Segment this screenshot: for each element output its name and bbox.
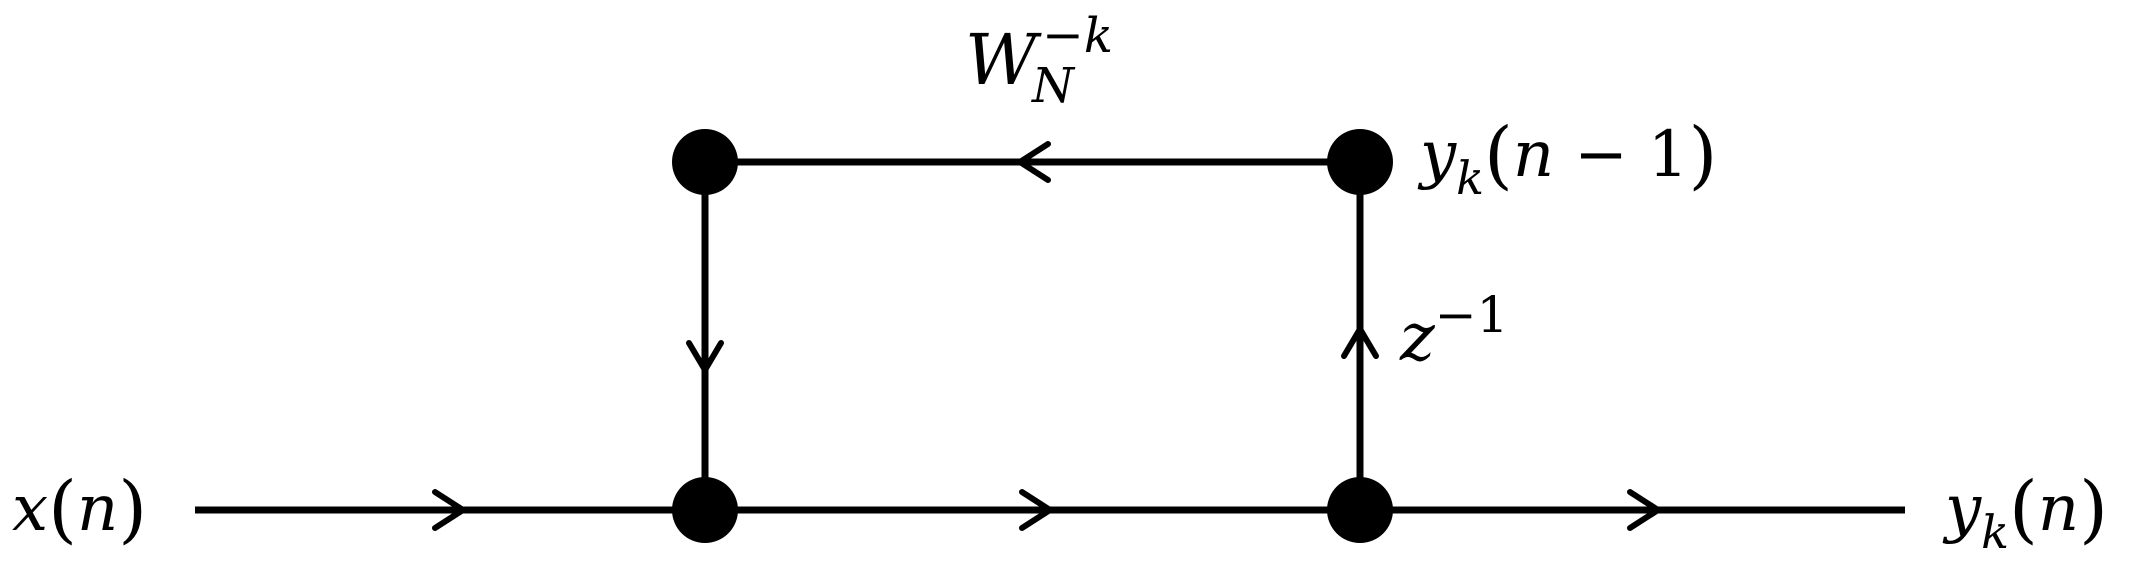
delay-label: z−1	[1399, 286, 1509, 376]
node-top-right	[1327, 129, 1393, 195]
arrow-twiddle-left	[1014, 141, 1051, 183]
twiddle-subscript: N	[1031, 58, 1076, 114]
node-bottom-right	[1327, 477, 1393, 543]
output-label: yk(n)	[1942, 466, 2108, 559]
arrow-delay-up	[1341, 323, 1379, 359]
arrow-input-right	[432, 489, 469, 531]
node-bottom-left	[672, 477, 738, 543]
arrow-output-right	[1627, 489, 1664, 531]
input-label: x(n)	[12, 466, 147, 552]
arrow-sum-right	[1019, 489, 1056, 531]
arrow-feedback-down	[686, 340, 724, 376]
twiddle-superscript: −k	[1042, 6, 1113, 64]
twiddle-label: W	[965, 19, 1042, 101]
node-top-left	[672, 129, 738, 195]
feedback-label: yk(n −1)	[1417, 112, 1717, 205]
